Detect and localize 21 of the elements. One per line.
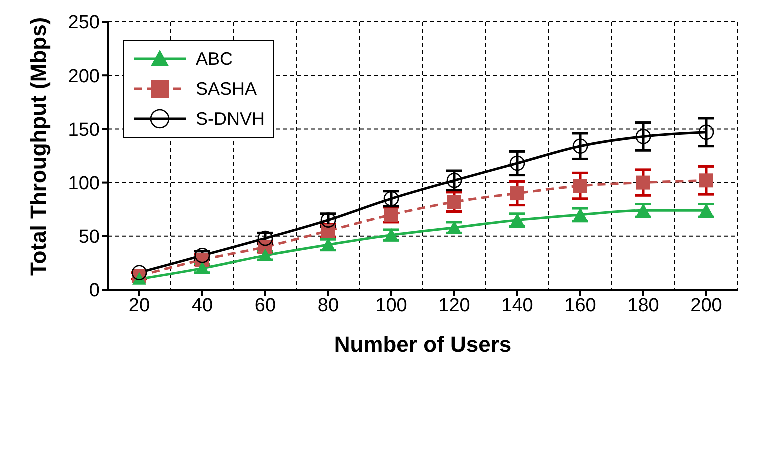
legend-label: ABC: [196, 48, 234, 70]
x-tick-label: 100: [376, 295, 408, 316]
legend-label: S-DNVH: [196, 108, 266, 130]
x-tick-label: 20: [128, 295, 150, 316]
x-tick-label: 160: [564, 295, 596, 316]
y-tick-label: 50: [78, 227, 100, 248]
y-tick-label: 250: [68, 12, 100, 34]
x-tick-label: 40: [192, 295, 214, 316]
x-tick-label: 120: [438, 295, 470, 316]
y-tick-label: 100: [68, 174, 100, 195]
y-tick-label: 150: [68, 120, 100, 141]
y-tick-label: 0: [89, 280, 100, 302]
y-tick-label: 200: [68, 66, 100, 88]
y-axis-title: Total Throughput (Mbps): [26, 17, 51, 276]
x-tick-label: 80: [318, 295, 340, 316]
legend-label: SASHA: [196, 78, 258, 100]
x-tick-label: 140: [502, 295, 534, 316]
x-tick-label: 180: [628, 295, 660, 316]
x-axis-title: Number of Users: [334, 332, 512, 357]
x-tick-label: 60: [254, 295, 276, 316]
x-tick-label: 200: [690, 295, 722, 316]
